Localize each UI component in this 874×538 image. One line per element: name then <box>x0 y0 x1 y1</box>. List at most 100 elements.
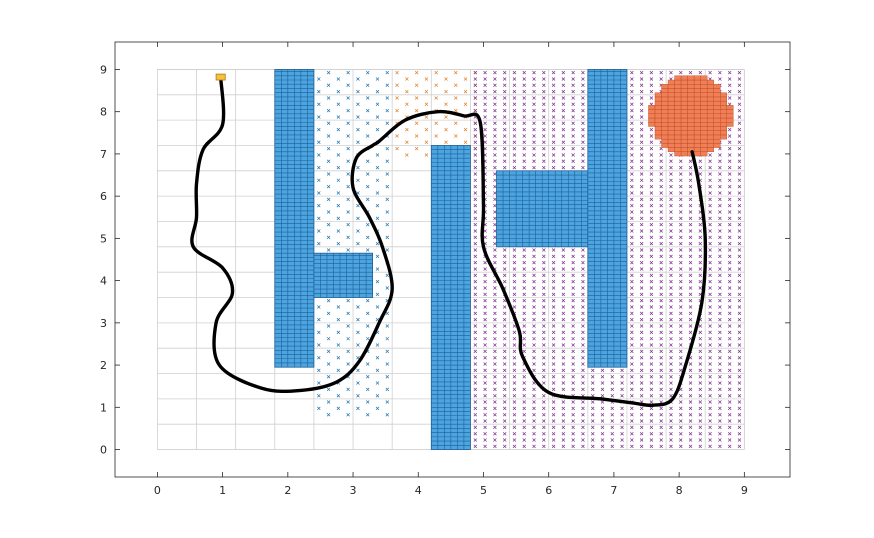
goal-cell <box>667 126 675 131</box>
explored-marker <box>336 102 341 107</box>
goal-cell <box>720 113 727 119</box>
explored-marker <box>502 393 507 398</box>
explored-marker <box>542 279 546 284</box>
goal-cell <box>706 84 714 89</box>
explored-marker <box>483 431 487 436</box>
explored-marker <box>502 127 507 132</box>
explored-marker <box>718 317 722 322</box>
explored-marker <box>649 83 654 88</box>
explored-marker <box>473 412 478 417</box>
explored-marker <box>326 172 331 176</box>
explored-marker <box>502 102 507 107</box>
goal-cell <box>680 126 688 131</box>
explored-marker <box>522 400 526 404</box>
explored-marker <box>620 431 624 436</box>
explored-marker <box>512 248 517 252</box>
explored-marker <box>551 121 556 126</box>
explored-marker <box>473 108 478 113</box>
explored-marker <box>551 134 556 138</box>
explored-marker <box>630 311 634 316</box>
explored-marker <box>727 438 732 442</box>
explored-marker <box>571 412 575 417</box>
explored-marker <box>737 184 742 189</box>
explored-marker <box>610 381 615 385</box>
explored-marker <box>630 444 634 449</box>
explored-marker <box>365 184 370 189</box>
explored-marker <box>532 267 536 271</box>
goal-cell <box>680 105 688 110</box>
explored-marker <box>669 70 673 75</box>
explored-marker <box>365 96 370 100</box>
explored-marker <box>571 286 575 290</box>
start-marker <box>215 73 226 81</box>
explored-marker <box>493 444 497 449</box>
explored-marker <box>483 134 487 138</box>
explored-marker <box>473 96 478 100</box>
explored-marker <box>698 425 703 430</box>
explored-marker <box>669 292 673 297</box>
explored-marker <box>522 444 526 449</box>
explored-marker <box>493 381 497 385</box>
goal-cell <box>720 122 727 127</box>
explored-marker <box>737 387 742 392</box>
explored-marker <box>473 419 478 423</box>
explored-marker <box>669 438 673 442</box>
explored-marker <box>375 393 380 398</box>
explored-marker <box>551 159 556 164</box>
explored-marker <box>639 210 644 214</box>
explored-marker <box>639 317 644 322</box>
explored-marker <box>688 210 693 214</box>
explored-marker <box>669 279 673 284</box>
explored-marker <box>483 77 487 81</box>
explored-marker <box>522 70 526 75</box>
explored-marker <box>375 343 380 347</box>
explored-marker <box>473 438 478 442</box>
explored-marker <box>522 336 526 341</box>
explored-marker <box>542 412 546 417</box>
explored-marker <box>493 400 497 404</box>
explored-marker <box>669 197 673 202</box>
explored-marker <box>571 83 575 88</box>
goal-cell <box>680 147 688 153</box>
explored-marker <box>620 368 624 373</box>
goal-cell <box>726 122 734 127</box>
explored-marker <box>669 336 673 341</box>
explored-marker <box>708 400 712 404</box>
explored-marker <box>630 362 634 366</box>
explored-marker <box>659 393 663 398</box>
explored-marker <box>551 374 556 379</box>
explored-marker <box>522 311 526 316</box>
explored-marker <box>375 381 380 385</box>
explored-marker <box>512 336 517 341</box>
explored-marker <box>502 444 507 449</box>
goal-cell <box>713 96 721 102</box>
explored-marker <box>659 438 663 442</box>
explored-marker <box>737 412 742 417</box>
explored-marker <box>688 362 693 366</box>
explored-marker <box>561 400 566 404</box>
explored-marker <box>473 140 478 145</box>
goal-cell <box>661 105 669 110</box>
explored-marker <box>375 89 380 94</box>
explored-marker <box>727 387 732 392</box>
explored-marker <box>473 343 478 347</box>
explored-marker <box>356 127 360 132</box>
explored-marker <box>581 330 585 335</box>
explored-marker <box>561 355 566 360</box>
goal-cell <box>693 122 701 127</box>
explored-marker <box>630 279 634 284</box>
explored-marker <box>551 324 556 328</box>
explored-marker <box>365 336 370 341</box>
explored-marker <box>659 444 663 449</box>
explored-marker <box>571 273 575 278</box>
explored-marker <box>639 134 644 138</box>
explored-marker <box>718 197 722 202</box>
explored-marker <box>649 381 654 385</box>
explored-marker <box>571 146 575 151</box>
explored-marker <box>483 374 487 379</box>
explored-marker <box>727 153 732 157</box>
explored-marker <box>708 374 712 379</box>
explored-marker <box>502 387 507 392</box>
goal-cell <box>706 117 714 123</box>
